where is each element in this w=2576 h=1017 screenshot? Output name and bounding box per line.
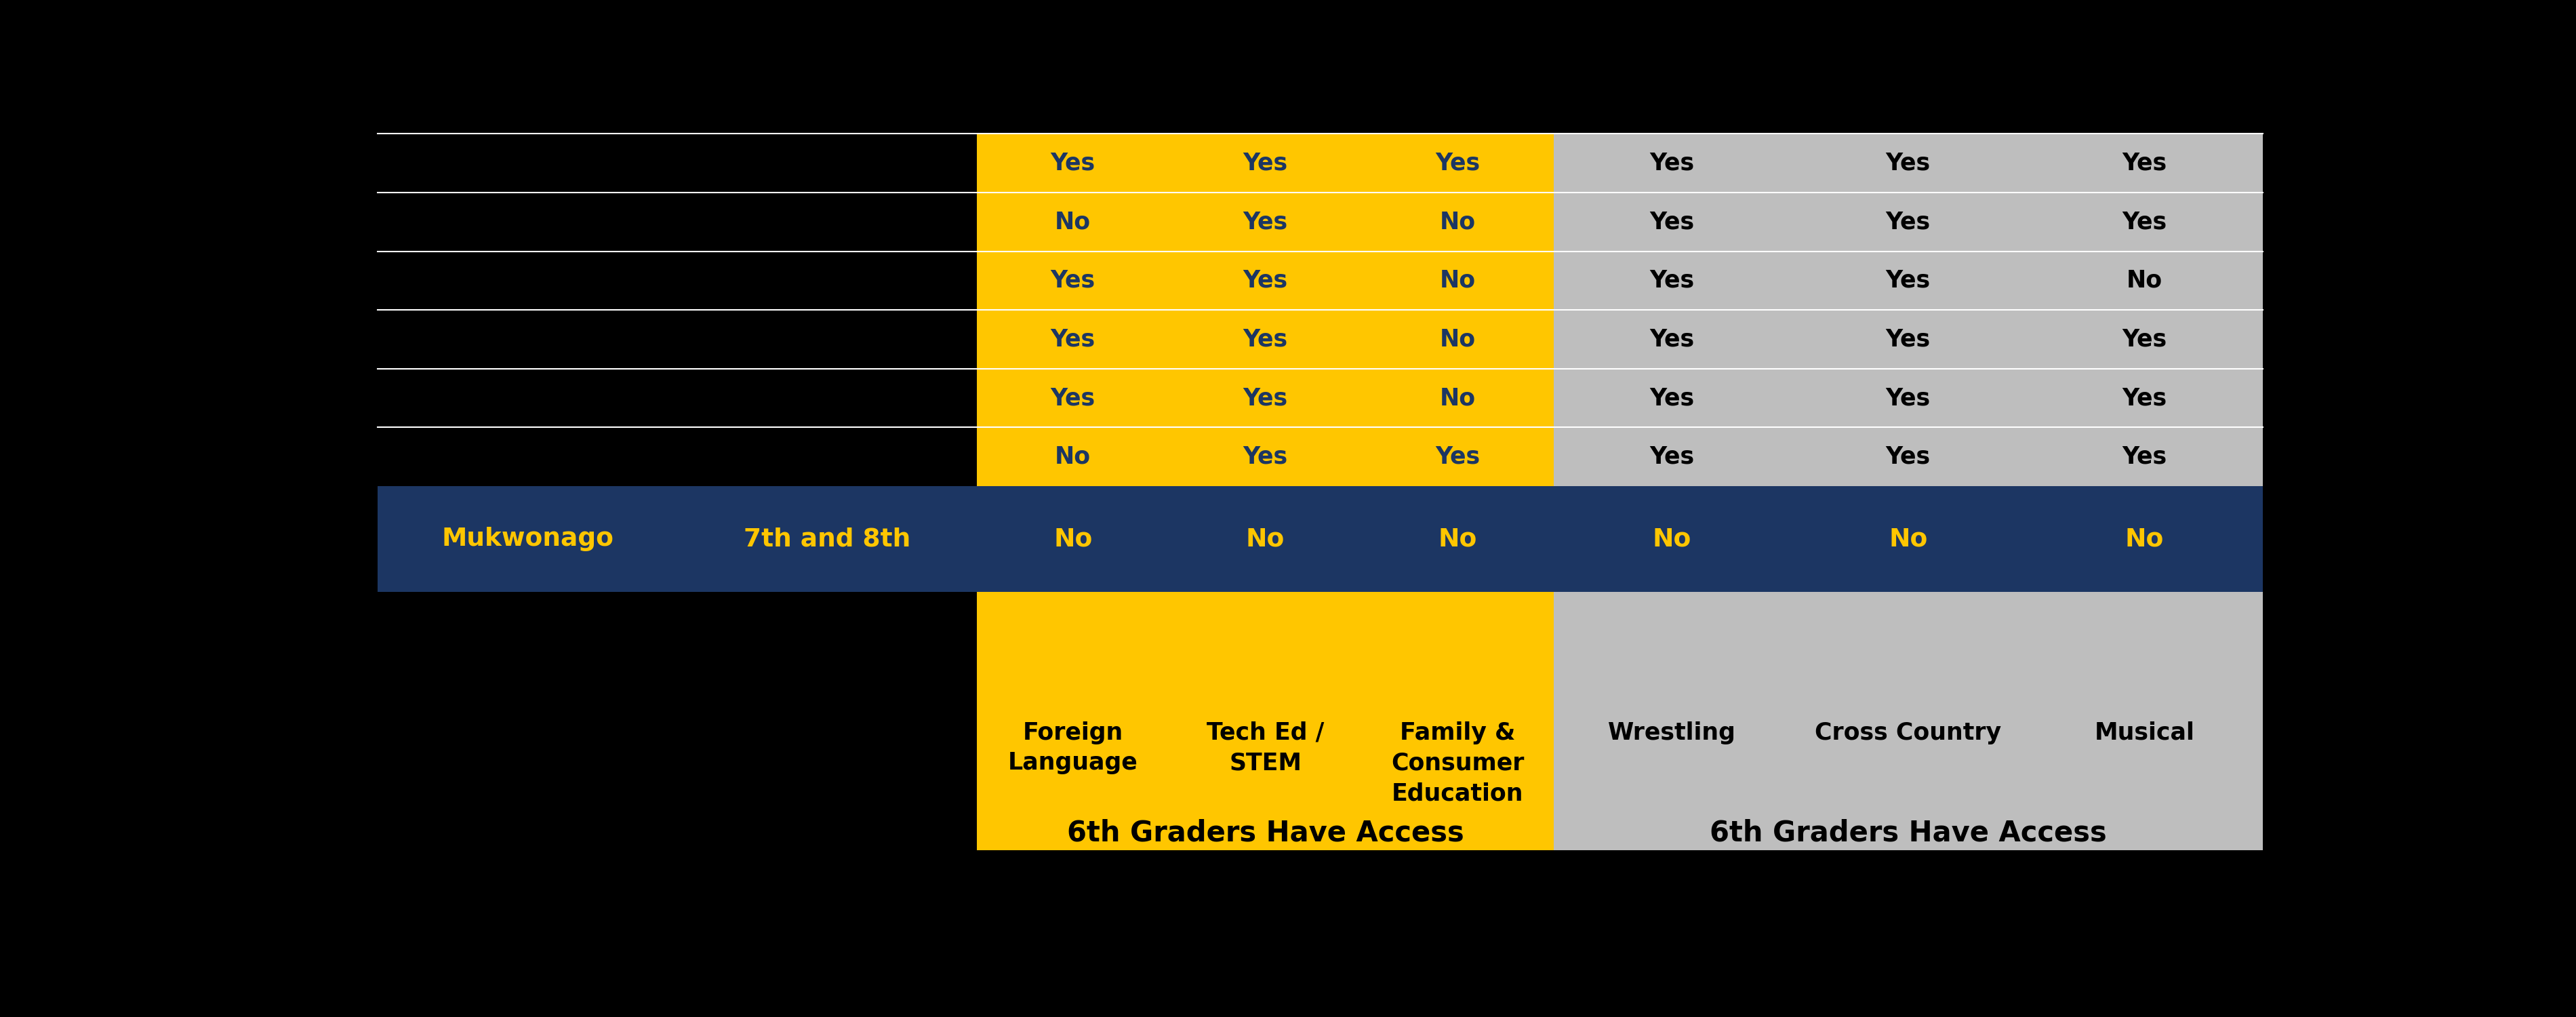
Text: No: No [1247,527,1285,551]
Text: Yes: Yes [1649,386,1695,410]
Bar [1553,134,2262,192]
Text: Yes: Yes [1649,152,1695,175]
Text: Yes: Yes [1886,270,1929,292]
Text: Yes: Yes [1886,211,1929,234]
Bar [976,369,1553,427]
Bar [1553,427,2262,486]
Text: No: No [2125,270,2161,292]
Text: Yes: Yes [2123,152,2166,175]
Text: Yes: Yes [1051,270,1095,292]
Text: No: No [1056,211,1092,234]
Text: Yes: Yes [1242,270,1288,292]
Text: No: No [1054,527,1092,551]
Text: Yes: Yes [1242,152,1288,175]
Text: Yes: Yes [1051,152,1095,175]
Text: Yes: Yes [1051,327,1095,351]
Text: Yes: Yes [1242,327,1288,351]
Bar [379,486,2262,592]
Bar [1553,369,2262,427]
Text: Yes: Yes [1649,211,1695,234]
Text: Yes: Yes [1649,270,1695,292]
Text: Family &
Consumer
Education: Family & Consumer Education [1391,721,1525,804]
Text: Yes: Yes [2123,211,2166,234]
Bar [976,310,1553,369]
Text: No: No [1440,270,1476,292]
Text: Yes: Yes [2123,445,2166,469]
Text: Yes: Yes [1242,211,1288,234]
Text: Musical: Musical [2094,721,2195,744]
Text: Yes: Yes [2123,327,2166,351]
Text: Yes: Yes [1242,445,1288,469]
Text: Yes: Yes [1886,445,1929,469]
Text: No: No [1440,327,1476,351]
Text: No: No [1651,527,1692,551]
Bar [976,251,1553,310]
Text: Yes: Yes [1886,327,1929,351]
Text: Yes: Yes [1649,445,1695,469]
Text: 6th Graders Have Access
to the Following Courses:: 6th Graders Have Access to the Following… [1064,819,1468,887]
Bar [976,592,1553,850]
Text: No: No [2125,527,2164,551]
Text: Mukwonago: Mukwonago [440,527,613,551]
Bar [976,192,1553,251]
Text: Yes: Yes [1886,386,1929,410]
Bar [1553,251,2262,310]
Text: No: No [1440,386,1476,410]
Text: Yes: Yes [1051,386,1095,410]
Text: Cross Country: Cross Country [1816,721,2002,744]
Text: Wrestling: Wrestling [1607,721,1736,744]
Text: No: No [1440,211,1476,234]
Text: Yes: Yes [1435,152,1481,175]
Bar [1553,310,2262,369]
Text: Yes: Yes [1649,327,1695,351]
Bar [976,134,1553,192]
Text: Yes: Yes [1886,152,1929,175]
Text: Yes: Yes [2123,386,2166,410]
Bar [1553,192,2262,251]
Text: 6th Graders Have Access
to the Following After School Activities:: 6th Graders Have Access to the Following… [1592,819,2226,887]
Text: Yes: Yes [1242,386,1288,410]
Text: 7th and 8th: 7th and 8th [744,527,909,551]
Bar [1553,592,2262,850]
Text: No: No [1437,527,1476,551]
Text: No: No [1888,527,1927,551]
Text: Yes: Yes [1435,445,1481,469]
Bar [976,427,1553,486]
Text: No: No [1056,445,1092,469]
Text: Foreign
Language: Foreign Language [1007,721,1139,775]
Text: Tech Ed /
STEM: Tech Ed / STEM [1206,721,1324,775]
